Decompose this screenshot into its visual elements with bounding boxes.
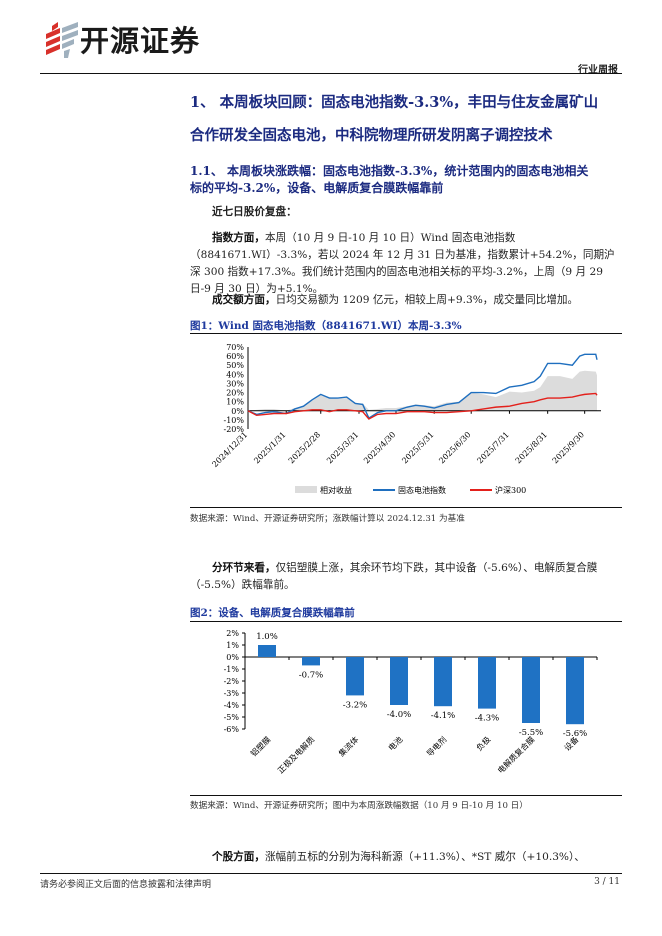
y-tick-label: 20% bbox=[226, 389, 244, 398]
figure1-top-rule bbox=[190, 333, 622, 334]
figure1-source: 数据来源：Wind、开源证券研究所；涨跌幅计算以 2024.12.31 为基准 bbox=[190, 514, 465, 524]
bar-value-label: -4.0% bbox=[387, 710, 411, 720]
figure2-source: 数据来源：Wind、开源证券研究所；图中为本周涨跌幅数据（10 月 9 日-10… bbox=[190, 801, 528, 811]
y-tick-label: -10% bbox=[224, 416, 245, 425]
lead: 成交额方面， bbox=[212, 294, 276, 306]
bar-value-label: 1.0% bbox=[256, 632, 278, 642]
y-tick-label: -20% bbox=[224, 425, 245, 434]
bar-value-label: -4.3% bbox=[475, 714, 499, 724]
y-tick-label: -6% bbox=[224, 725, 240, 734]
y-tick-label: 70% bbox=[226, 343, 244, 352]
x-tick-label: 2025/8/31 bbox=[514, 430, 549, 465]
footer-disclaimer: 请务必参阅正文后面的信息披露和法律声明 bbox=[40, 880, 212, 890]
bar-value-label: -4.1% bbox=[431, 711, 455, 721]
section-title-line1: 1、 本周板块回顾：固态电池指数-3.3%，丰田与住友金属矿山 bbox=[190, 94, 599, 111]
x-tick-label: 2025/7/31 bbox=[475, 430, 510, 465]
brand-logo-icon bbox=[46, 22, 78, 58]
y-tick-label: 10% bbox=[226, 398, 244, 407]
x-category-label: 正极及电解质 bbox=[275, 734, 316, 775]
y-tick-label: 50% bbox=[226, 361, 244, 370]
bar-电解质复合膜 bbox=[522, 657, 540, 723]
figure1-title: 图1：Wind 固态电池指数（8841671.WI）本周-3.3% bbox=[190, 320, 462, 332]
paragraph-volume: 成交额方面，日均交易额为 1209 亿元，相较上周+9.3%，成交量同比增加。 bbox=[190, 292, 622, 309]
bar-value-label: -0.7% bbox=[299, 670, 323, 680]
x-tick-label: 2025/4/30 bbox=[362, 430, 397, 465]
figure2-bottom-rule bbox=[190, 795, 622, 796]
lead: 个股方面， bbox=[212, 851, 265, 863]
bar-value-label: -5.5% bbox=[519, 728, 543, 738]
chart-index-line: 70%60%50%40%30%20%10%0%-10%-20%2024/12/3… bbox=[210, 343, 601, 495]
y-tick-label: 30% bbox=[226, 379, 244, 388]
bar-集流体 bbox=[346, 657, 364, 696]
bar-铝塑膜 bbox=[258, 645, 276, 657]
text: 日均交易额为 1209 亿元，相较上周+9.3%，成交量同比增加。 bbox=[275, 294, 579, 306]
bar-设备 bbox=[566, 657, 584, 725]
figure1-bottom-rule bbox=[190, 507, 622, 508]
legend-label-relative: 相对收益 bbox=[320, 485, 352, 495]
subsection-title-line2: 标的平均-3.2%，设备、电解质复合膜跌幅靠前 bbox=[190, 181, 444, 195]
header-divider bbox=[40, 73, 622, 74]
x-tick-label: 2025/3/31 bbox=[325, 430, 360, 465]
y-tick-label: -4% bbox=[224, 701, 240, 710]
legend-swatch-relative bbox=[295, 486, 317, 493]
x-tick-label: 2025/1/31 bbox=[252, 430, 287, 465]
y-tick-label: 2% bbox=[226, 629, 239, 638]
x-category-label: 导电剂 bbox=[424, 734, 448, 758]
brand-name: 开源证券 bbox=[80, 24, 201, 58]
bar-负极 bbox=[478, 657, 496, 709]
y-tick-label: 1% bbox=[226, 641, 239, 650]
x-tick-label: 2025/5/31 bbox=[400, 430, 435, 465]
text: 仅铝塑膜上涨，其余环节均下跌，其中设备（-5.6%）、电解质复合膜（-5.5%）… bbox=[190, 562, 598, 591]
x-tick-label: 2025/9/30 bbox=[551, 430, 586, 465]
paragraph-index: 指数方面，本周（10 月 9 日-10 月 10 日）Wind 固态电池指数（8… bbox=[190, 230, 622, 298]
relative-return-area bbox=[248, 370, 597, 411]
page-number: 3 / 11 bbox=[594, 877, 620, 887]
x-category-label: 集流体 bbox=[336, 734, 360, 758]
text: 涨幅前五标的分别为海科新源（+11.3%）、*ST 威尔（+10.3%）、 bbox=[264, 851, 585, 863]
x-tick-label: 2025/6/30 bbox=[437, 430, 472, 465]
index-line bbox=[247, 353, 598, 420]
x-tick-label: 2025/2/28 bbox=[287, 430, 322, 465]
paragraph-segment: 分环节来看，仅铝塑膜上涨，其余环节均下跌，其中设备（-5.6%）、电解质复合膜（… bbox=[190, 560, 622, 594]
bar-正极及电解质 bbox=[302, 657, 320, 666]
x-category-label: 负极 bbox=[474, 734, 492, 752]
y-tick-label: 60% bbox=[226, 352, 244, 361]
bar-电池 bbox=[390, 657, 408, 705]
hs300-line bbox=[247, 392, 598, 420]
lead: 分环节来看， bbox=[212, 562, 276, 574]
figure2-title: 图2：设备、电解质复合膜跌幅靠前 bbox=[190, 607, 355, 619]
y-tick-label: -2% bbox=[224, 677, 240, 686]
legend-label-index: 固态电池指数 bbox=[398, 485, 446, 495]
x-tick-label: 2024/12/31 bbox=[210, 430, 249, 469]
bar-value-label: -5.6% bbox=[563, 729, 587, 739]
report-type: 行业周报 bbox=[578, 65, 618, 76]
x-category-label: 电池 bbox=[386, 734, 404, 752]
y-tick-label: 0% bbox=[231, 407, 244, 416]
bar-导电剂 bbox=[434, 657, 452, 707]
bar-value-label: -3.2% bbox=[343, 700, 367, 710]
y-tick-label: -5% bbox=[224, 713, 240, 722]
section-title-line2: 合作研发全固态电池，中科院物理所研发阴离子调控技术 bbox=[190, 127, 553, 144]
x-category-label: 电解质复合膜 bbox=[495, 734, 536, 775]
text: 本周（10 月 9 日-10 月 10 日）Wind 固态电池指数（884167… bbox=[190, 232, 615, 295]
lead: 指数方面， bbox=[212, 232, 265, 244]
figure2-top-rule bbox=[190, 621, 622, 622]
legend-label-hs300: 沪深300 bbox=[495, 485, 526, 495]
footer-divider bbox=[40, 873, 622, 874]
x-category-label: 铝塑膜 bbox=[248, 734, 272, 758]
paragraph-stock: 个股方面，涨幅前五标的分别为海科新源（+11.3%）、*ST 威尔（+10.3%… bbox=[190, 849, 622, 866]
y-tick-label: -3% bbox=[224, 689, 240, 698]
chart-segment-bar: 2% 1% 0% -1% -2% -3% -4% -5% -6% 1.0% 铝塑膜 -0.7% 正极及电… bbox=[224, 629, 598, 775]
y-tick-label: 40% bbox=[226, 370, 244, 379]
y-tick-label: 0% bbox=[226, 653, 239, 662]
review-heading: 近七日股价复盘： bbox=[212, 206, 297, 218]
subsection-title-line1: 1.1、 本周板块涨跌幅：固态电池指数-3.3%，统计范围内的固态电池相关 bbox=[190, 164, 589, 178]
y-tick-label: -1% bbox=[224, 665, 240, 674]
